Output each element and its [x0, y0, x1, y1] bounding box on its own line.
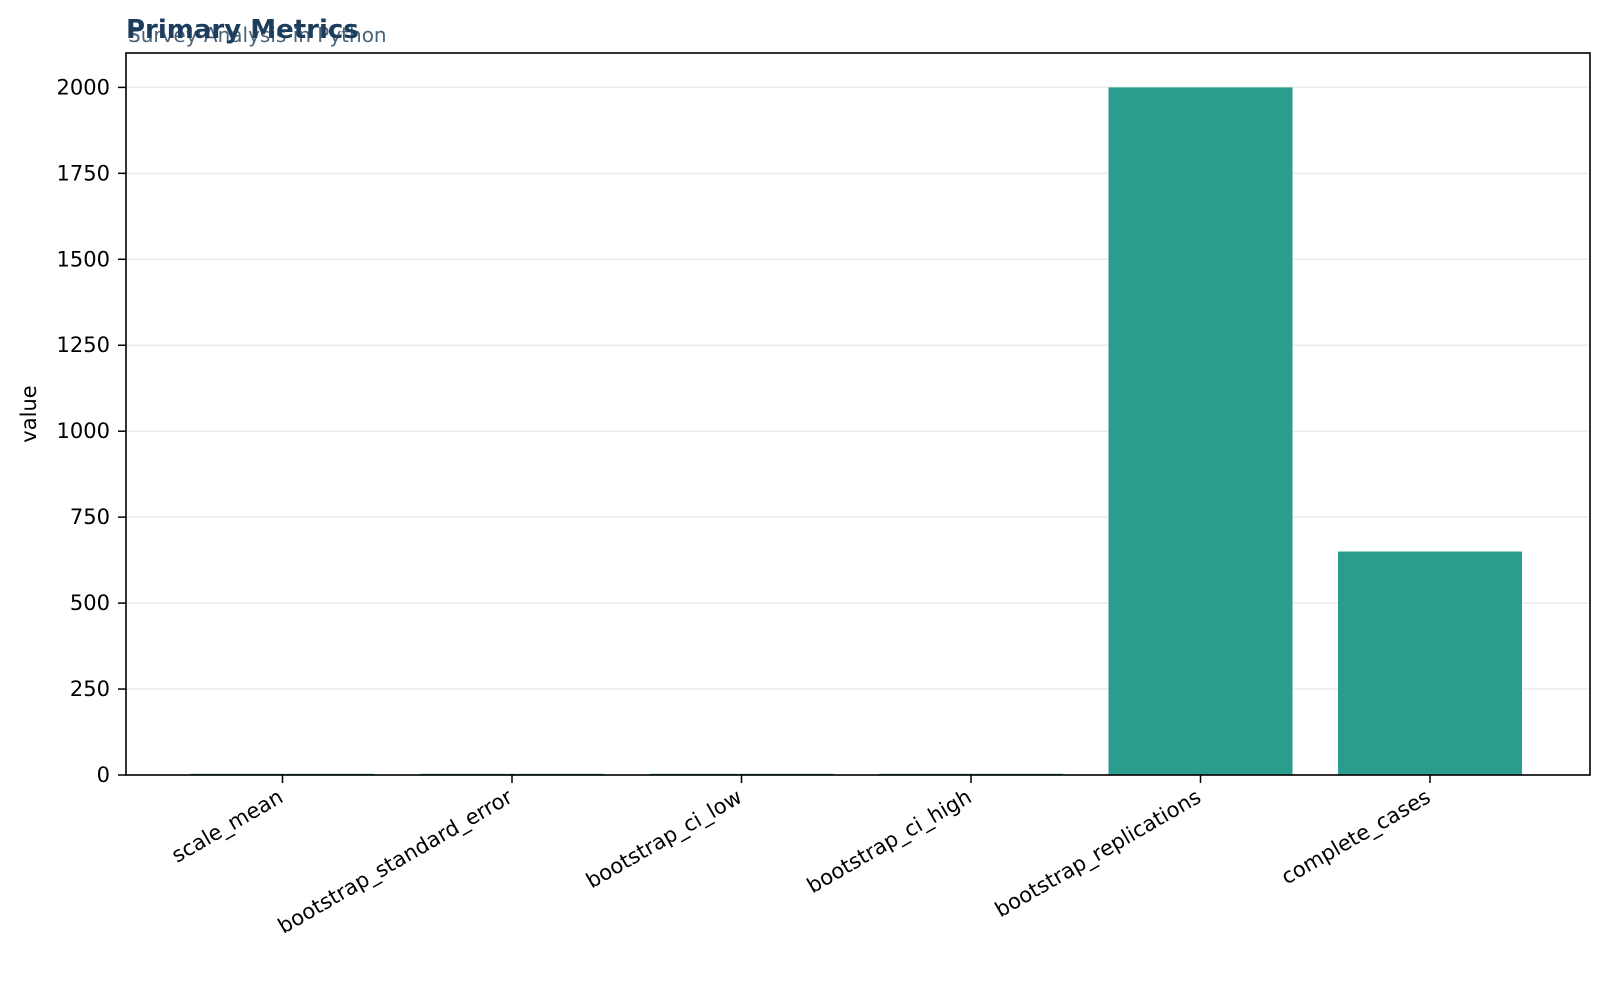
bars [190, 87, 1522, 775]
bar-complete-cases [1338, 551, 1522, 775]
y-tick-label: 1750 [57, 161, 110, 185]
y-tick-label: 750 [70, 505, 110, 529]
y-tick-label: 2000 [57, 75, 110, 99]
y-tick-label: 1000 [57, 419, 110, 443]
gridlines [126, 86, 1590, 776]
x-tick-label: bootstrap_ci_low [582, 785, 747, 894]
chart-subtitle: Survey Analysis in Python [128, 23, 387, 47]
y-tick-label: 0 [97, 763, 110, 787]
plot-frame [125, 52, 1591, 776]
y-axis: 0 250 500 750 1000 1250 1500 1750 2000 [57, 75, 126, 787]
x-tick-label: bootstrap_standard_error [274, 784, 517, 939]
y-tick-label: 1250 [57, 333, 110, 357]
y-axis-label: value [17, 385, 41, 442]
y-tick-label: 250 [70, 677, 110, 701]
x-tick-label: scale_mean [167, 785, 287, 869]
x-tick-label: bootstrap_replications [991, 785, 1206, 923]
bar-bootstrap-replications [1108, 87, 1293, 775]
x-tick-label: complete_cases [1277, 785, 1435, 891]
y-tick-label: 1500 [57, 247, 110, 271]
y-tick-label: 500 [70, 591, 110, 615]
x-tick-label: bootstrap_ci_high [803, 785, 976, 899]
chart-title: Primary Metrics [126, 15, 359, 45]
